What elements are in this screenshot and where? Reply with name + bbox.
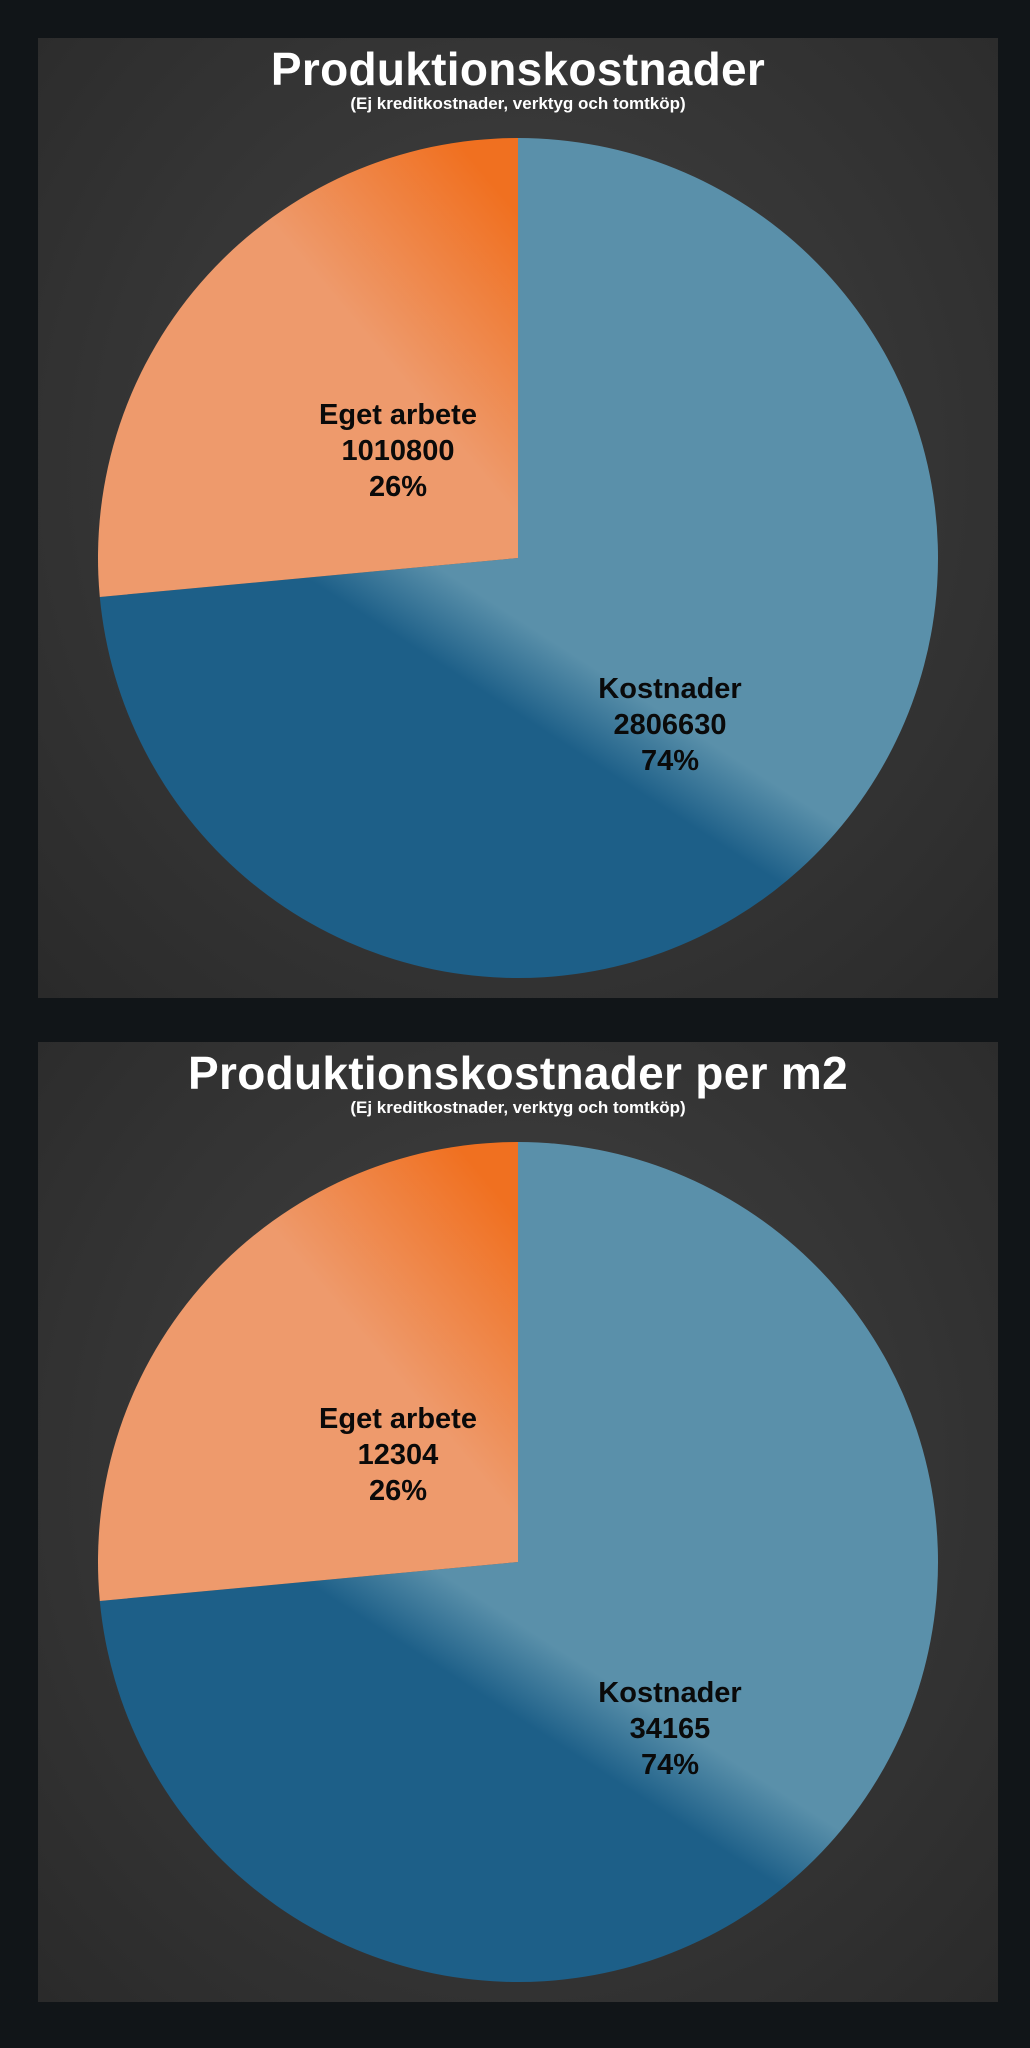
chart-panel-1: Produktionskostnader (Ej kreditkostnader… [38, 38, 998, 998]
pie-slice-kostnader [99, 138, 939, 978]
chart-panel-2: Produktionskostnader per m2 (Ej kreditko… [38, 1042, 998, 2002]
data-label: Kostnader 2806630 74% [598, 673, 741, 777]
data-label: Kostnader 34165 74% [598, 1677, 741, 1781]
chart-subtitle: (Ej kreditkostnader, verktyg och tomtköp… [350, 94, 686, 113]
pie-slice-eget-arbete [98, 138, 518, 597]
data-label-value: 12304 [358, 1439, 439, 1471]
data-label-value: 1010800 [342, 435, 455, 467]
data-label-name: Kostnader [598, 1677, 741, 1709]
data-label: Eget arbete 1010800 26% [319, 399, 477, 503]
data-label-name: Eget arbete [319, 1403, 477, 1435]
chart-title: Produktionskostnader [270, 43, 766, 95]
chart-subtitle: (Ej kreditkostnader, verktyg och tomtköp… [350, 1098, 686, 1117]
pie-chart: Kostnader 2806630 74% Eget arbete 1010800 26% [98, 138, 939, 978]
pie-slice-eget-arbete [98, 1142, 519, 1601]
data-label-percent: 26% [369, 1475, 427, 1507]
pie-slice-kostnader [99, 1142, 939, 1982]
data-label-name: Kostnader [598, 673, 741, 705]
data-label: Eget arbete 12304 26% [319, 1403, 477, 1507]
data-label-value: 34165 [630, 1713, 711, 1745]
data-label-value: 2806630 [614, 709, 727, 741]
pie-chart: Kostnader 34165 74% Eget arbete 12304 26% [98, 1142, 939, 1982]
chart-title: Produktionskostnader per m2 [188, 1047, 848, 1099]
data-label-percent: 74% [641, 1749, 699, 1781]
data-label-percent: 26% [369, 471, 427, 503]
data-label-name: Eget arbete [319, 399, 477, 431]
data-label-percent: 74% [641, 745, 699, 777]
